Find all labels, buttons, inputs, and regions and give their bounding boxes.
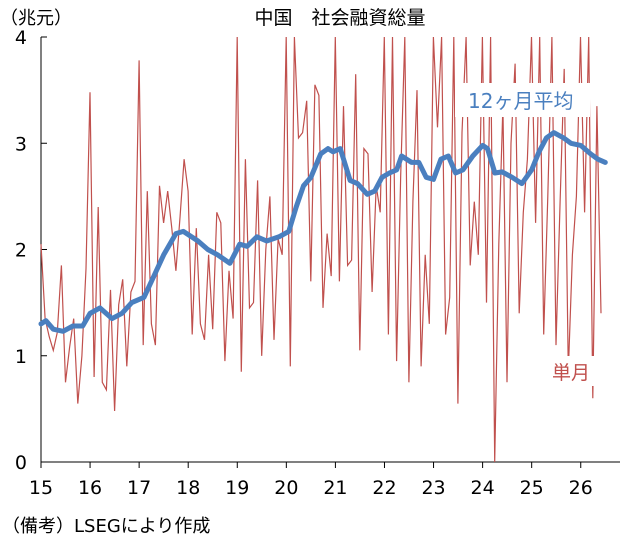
x-tick-label: 26 — [569, 477, 593, 499]
x-tick-label: 15 — [29, 477, 53, 499]
monthly-series-label: 単月 — [552, 362, 590, 384]
y-unit-label: （兆元） — [0, 8, 72, 29]
x-tick-label: 22 — [372, 477, 396, 499]
x-axis-ticks: 15 16 17 18 19 20 21 22 23 24 25 26 — [29, 462, 593, 499]
monthly-label-background — [548, 356, 598, 386]
source-note: （備考）LSEGにより作成 — [2, 516, 211, 537]
chart-title: 中国 社会融資総量 — [254, 7, 425, 29]
x-tick-label: 19 — [225, 477, 249, 499]
y-axis-ticks: 0 1 2 3 4 — [15, 27, 47, 474]
average-series-label: 12ヶ月平均 — [468, 89, 573, 113]
x-tick-label: 21 — [323, 477, 347, 499]
monthly-series-line — [40, 36, 602, 463]
y-tick-label: 0 — [15, 452, 27, 474]
y-tick-label: 1 — [15, 346, 27, 368]
average-label-background — [455, 83, 590, 117]
y-tick-label: 2 — [15, 240, 27, 262]
x-tick-label: 16 — [78, 477, 102, 499]
average-series-line — [38, 130, 608, 334]
x-tick-label: 20 — [274, 477, 298, 499]
x-tick-label: 25 — [520, 477, 544, 499]
x-tick-label: 23 — [421, 477, 445, 499]
y-tick-label: 4 — [15, 27, 27, 49]
x-tick-label: 24 — [471, 477, 495, 499]
y-tick-label: 3 — [15, 133, 27, 155]
x-tick-label: 17 — [127, 477, 151, 499]
x-tick-label: 18 — [176, 477, 200, 499]
